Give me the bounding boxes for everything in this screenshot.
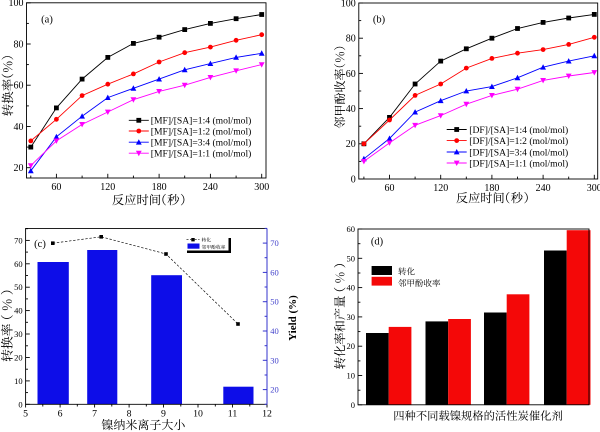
svg-text:12: 12	[262, 408, 272, 419]
svg-text:0: 0	[18, 399, 22, 409]
svg-text:[DF]/[SA]=3:4 (mol/mol): [DF]/[SA]=3:4 (mol/mol)	[469, 147, 568, 158]
svg-text:(c): (c)	[34, 239, 46, 250]
svg-text:6: 6	[58, 408, 63, 419]
svg-text:[DF]/[SA]=1:2 (mol/mol): [DF]/[SA]=1:2 (mol/mol)	[469, 136, 568, 147]
svg-text:20: 20	[14, 163, 24, 174]
svg-text:70: 70	[270, 238, 279, 248]
svg-text:[MF]/[SA]=1:1 (mol/mol): [MF]/[SA]=1:1 (mol/mol)	[151, 149, 252, 160]
svg-text:40: 40	[14, 306, 23, 316]
svg-text:9: 9	[161, 408, 166, 419]
svg-text:20: 20	[270, 385, 279, 395]
svg-text:30: 30	[14, 329, 23, 339]
svg-text:240: 240	[203, 182, 218, 193]
svg-text:0: 0	[351, 400, 355, 410]
svg-text:60: 60	[14, 81, 24, 92]
svg-text:10: 10	[14, 376, 23, 386]
svg-text:60: 60	[51, 182, 61, 193]
svg-text:30: 30	[270, 355, 279, 365]
svg-text:5: 5	[23, 408, 28, 419]
svg-text:20: 20	[14, 353, 23, 363]
svg-text:[MF]/[SA]=3:4 (mol/mol): [MF]/[SA]=3:4 (mol/mol)	[151, 138, 252, 149]
svg-text:100: 100	[341, 0, 356, 9]
svg-text:10: 10	[347, 371, 356, 381]
svg-text:[DF]/[SA]=1:4 (mol/mol): [DF]/[SA]=1:4 (mol/mol)	[469, 125, 568, 136]
svg-text:120: 120	[433, 183, 448, 194]
svg-text:20: 20	[347, 341, 356, 351]
svg-text:8: 8	[127, 408, 132, 419]
svg-text:10: 10	[193, 408, 203, 419]
svg-text:50: 50	[347, 253, 356, 263]
svg-text:180: 180	[152, 182, 167, 193]
svg-text:11: 11	[228, 408, 238, 419]
svg-text:Yield (%): Yield (%)	[287, 295, 299, 341]
svg-text:80: 80	[14, 39, 24, 50]
svg-text:60: 60	[385, 183, 395, 194]
svg-text:(a): (a)	[41, 15, 53, 26]
svg-text:40: 40	[270, 326, 279, 336]
svg-text:[MF]/[SA]=1:2 (mol/mol): [MF]/[SA]=1:2 (mol/mol)	[151, 126, 252, 137]
svg-text:50: 50	[14, 282, 23, 292]
svg-text:300: 300	[587, 183, 600, 194]
svg-text:70: 70	[14, 235, 23, 245]
svg-text:80: 80	[346, 34, 356, 45]
svg-text:60: 60	[270, 267, 279, 277]
svg-text:0: 0	[351, 174, 356, 185]
svg-text:60: 60	[346, 69, 356, 80]
svg-text:20: 20	[346, 139, 356, 150]
svg-text:(b): (b)	[373, 15, 386, 26]
svg-text:(d): (d)	[371, 237, 384, 248]
svg-text:40: 40	[346, 104, 356, 115]
svg-text:100: 100	[9, 0, 24, 9]
svg-text:30: 30	[347, 312, 356, 322]
svg-text:50: 50	[270, 297, 279, 307]
svg-text:60: 60	[14, 259, 23, 269]
svg-text:60: 60	[347, 224, 356, 234]
svg-text:300: 300	[254, 182, 269, 193]
svg-text:40: 40	[14, 122, 24, 133]
svg-text:[MF]/[SA]=1:4 (mol/mol): [MF]/[SA]=1:4 (mol/mol)	[151, 116, 252, 127]
svg-text:[DF]/[SA]=1:1 (mol/mol): [DF]/[SA]=1:1 (mol/mol)	[469, 158, 568, 169]
svg-text:40: 40	[347, 283, 356, 293]
svg-text:7: 7	[92, 408, 97, 419]
svg-text:240: 240	[536, 183, 551, 194]
svg-text:120: 120	[100, 182, 115, 193]
svg-text:180: 180	[484, 183, 499, 194]
